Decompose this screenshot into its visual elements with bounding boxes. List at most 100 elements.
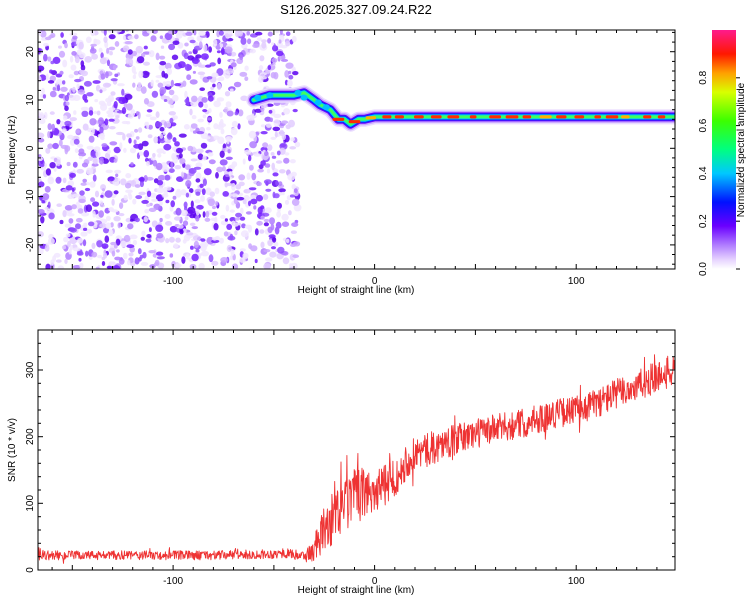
noise-blob — [122, 35, 127, 41]
noise-blob — [60, 86, 68, 92]
noise-blob — [69, 55, 74, 63]
noise-blob — [136, 56, 145, 64]
noise-blob — [129, 234, 138, 240]
noise-blob — [127, 259, 131, 266]
noise-blob — [285, 238, 290, 243]
noise-blob — [208, 46, 213, 53]
noise-blob — [69, 117, 78, 122]
noise-blob — [51, 123, 55, 132]
noise-blob — [190, 158, 198, 162]
x-tick-label: -100 — [163, 576, 183, 587]
noise-blob — [172, 156, 179, 164]
noise-blob — [137, 82, 142, 88]
noise-blob — [163, 73, 169, 79]
noise-blob — [85, 250, 89, 257]
noise-blob — [189, 213, 196, 219]
noise-blob — [219, 43, 224, 48]
noise-blob — [153, 136, 159, 144]
noise-blob — [260, 160, 266, 166]
noise-blob — [235, 212, 243, 218]
noise-blob — [92, 80, 101, 84]
noise-blob — [201, 250, 209, 257]
snr-y-label: SNR (10 * v/v) — [7, 418, 18, 482]
noise-blob — [215, 172, 219, 179]
noise-blob — [151, 90, 159, 98]
noise-blob — [100, 52, 104, 59]
noise-blob — [231, 120, 238, 128]
noise-blob — [261, 212, 270, 217]
noise-blob — [229, 233, 234, 241]
noise-blob — [108, 229, 114, 237]
noise-blob — [271, 246, 276, 250]
noise-blob — [240, 95, 249, 102]
noise-blob — [97, 254, 103, 259]
noise-blob — [291, 222, 299, 228]
noise-blob — [132, 82, 136, 88]
noise-blob — [66, 161, 71, 167]
noise-blob — [289, 194, 295, 198]
noise-blob — [94, 99, 99, 103]
noise-blob — [286, 195, 291, 201]
signal-hotspot — [414, 115, 424, 119]
noise-blob — [185, 180, 192, 188]
noise-blob — [74, 56, 80, 64]
noise-blob — [201, 97, 208, 103]
noise-blob — [251, 172, 257, 181]
noise-blob — [72, 94, 81, 101]
noise-blob — [105, 71, 109, 79]
noise-blob — [115, 131, 125, 136]
noise-blob — [124, 41, 133, 45]
spectrogram-x-label: Height of straight line (km) — [298, 285, 415, 296]
noise-blob — [171, 54, 179, 61]
signal-hotspot — [522, 115, 532, 119]
noise-blob — [90, 30, 95, 37]
noise-blob — [244, 65, 249, 71]
noise-blob — [281, 120, 289, 124]
noise-blob — [231, 193, 239, 198]
noise-blob — [233, 81, 242, 88]
noise-blob — [56, 119, 61, 125]
noise-blob — [271, 162, 276, 171]
noise-blob — [234, 230, 238, 236]
noise-blob — [217, 136, 225, 145]
noise-blob — [163, 143, 172, 151]
noise-blob — [45, 147, 51, 154]
noise-blob — [152, 153, 156, 158]
noise-blob — [199, 87, 205, 91]
noise-blob — [78, 41, 84, 50]
noise-blob — [65, 101, 70, 106]
noise-blob — [169, 103, 174, 109]
noise-blob — [99, 223, 107, 228]
noise-blob — [103, 30, 107, 36]
noise-blob — [99, 57, 107, 65]
noise-blob — [249, 141, 257, 149]
noise-blob — [166, 67, 173, 76]
noise-blob — [179, 229, 184, 235]
noise-blob — [91, 242, 96, 249]
noise-blob — [271, 155, 277, 159]
noise-blob — [180, 171, 185, 178]
noise-blob — [145, 238, 152, 243]
noise-blob — [274, 226, 280, 235]
noise-blob — [49, 90, 57, 98]
y-tick-label: 0 — [25, 145, 36, 151]
noise-blob — [287, 173, 296, 181]
noise-blob — [93, 110, 98, 115]
noise-blob — [260, 124, 266, 128]
noise-blob — [106, 265, 113, 269]
noise-blob — [183, 201, 188, 209]
noise-blob — [202, 109, 208, 113]
noise-blob — [64, 120, 72, 127]
noise-blob — [43, 53, 48, 62]
noise-blob — [192, 235, 202, 241]
noise-blob — [91, 163, 99, 167]
noise-blob — [226, 244, 232, 253]
noise-blob — [216, 50, 221, 54]
noise-blob — [238, 174, 246, 181]
signal-hotspot — [469, 115, 477, 119]
noise-blob — [148, 250, 156, 254]
noise-blob — [205, 64, 212, 68]
noise-blob — [199, 183, 204, 188]
signal-blob — [322, 104, 330, 111]
noise-blob — [111, 250, 116, 257]
